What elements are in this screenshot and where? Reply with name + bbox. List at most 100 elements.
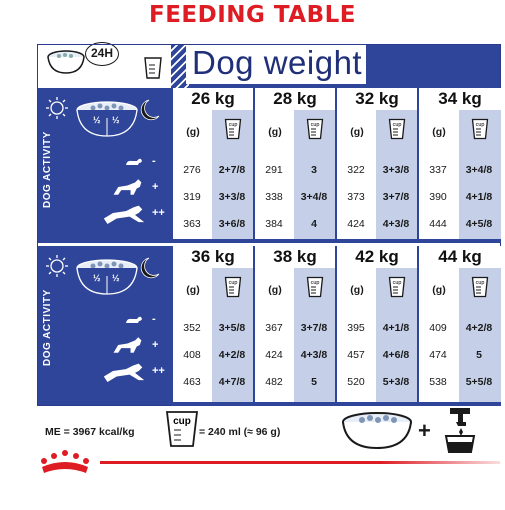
activity-level-0: - <box>152 155 156 167</box>
brand-line <box>100 461 500 464</box>
column-divider <box>335 246 337 406</box>
svg-text:cup: cup <box>229 280 238 286</box>
column-divider <box>335 88 337 243</box>
header-stripes <box>171 44 189 88</box>
cup-value: 3 <box>311 164 317 176</box>
weight-header: 26 kg <box>171 88 253 110</box>
grams-column <box>171 268 212 406</box>
cup-value: 2+7/8 <box>218 164 246 176</box>
24h-badge: 24H <box>85 42 119 66</box>
grams-value: 424 <box>265 349 283 361</box>
grams-value: 363 <box>183 218 201 230</box>
grams-value: 291 <box>265 164 283 176</box>
measuring-cup-icon <box>144 57 162 79</box>
svg-text:cup: cup <box>393 280 402 286</box>
food-bowl-icon <box>47 50 85 74</box>
svg-text:cup: cup <box>311 122 320 128</box>
food-bowl-icon <box>342 412 412 450</box>
plus-sign: + <box>418 418 431 443</box>
grams-unit: (g) <box>432 126 446 138</box>
column-divider <box>253 246 255 406</box>
grams-value: 384 <box>265 218 283 230</box>
cup-value: 4+7/8 <box>218 376 246 388</box>
activity-level-0: - <box>152 313 156 325</box>
half-label: ½ <box>93 115 101 125</box>
cup-value: 3+7/8 <box>382 191 410 203</box>
activity-level-2: ++ <box>152 207 165 219</box>
grams-column <box>417 110 459 243</box>
grams-value: 367 <box>265 322 283 334</box>
dog-silhouette-icon <box>103 205 145 224</box>
activity-level-2: ++ <box>152 365 165 377</box>
half-label: ½ <box>93 273 101 283</box>
cup-value: 5 <box>311 376 317 388</box>
cup-value: 4+2/8 <box>218 349 246 361</box>
header-label-box <box>186 44 366 84</box>
grams-value: 390 <box>429 191 447 203</box>
column-divider <box>417 246 419 406</box>
grams-value: 444 <box>429 218 447 230</box>
cup-value: 3+4/8 <box>300 191 328 203</box>
grams-unit: (g) <box>350 126 364 138</box>
svg-text:cup: cup <box>229 122 238 128</box>
measuring-cup-icon: cup <box>306 276 324 298</box>
measuring-cup-icon: cup <box>165 411 199 447</box>
grams-value: 538 <box>429 376 447 388</box>
cup-value: 5 <box>476 349 482 361</box>
cup-value: 3+7/8 <box>300 322 328 334</box>
cup-value: 3+4/8 <box>465 164 493 176</box>
svg-text:cup: cup <box>476 280 485 286</box>
cup-value: 4+3/8 <box>300 349 328 361</box>
measuring-cup-icon: cup <box>388 276 406 298</box>
dog-silhouette-icon <box>126 316 142 323</box>
measuring-cup-icon: cup <box>306 118 324 140</box>
grams-value: 424 <box>347 218 365 230</box>
cup-value: 5+5/8 <box>465 376 493 388</box>
cup-value: 4+1/8 <box>382 322 410 334</box>
dog-weight-label: Dog weight <box>192 44 363 81</box>
svg-text:cup: cup <box>393 122 402 128</box>
weight-header: 34 kg <box>417 88 501 110</box>
activity-level-1: + <box>152 339 159 351</box>
grams-value: 337 <box>429 164 447 176</box>
dog-silhouette-icon <box>126 158 142 165</box>
weight-header: 32 kg <box>335 88 417 110</box>
grams-value: 352 <box>183 322 201 334</box>
cup-value: 3+6/8 <box>218 218 246 230</box>
water-tap-icon <box>444 408 476 453</box>
activity-level-1: + <box>152 181 159 193</box>
measuring-cup-icon: cup <box>471 118 489 140</box>
block-bottom-border <box>171 239 501 243</box>
measuring-cup-icon: cup <box>471 276 489 298</box>
grams-unit: (g) <box>432 284 446 296</box>
svg-text:cup: cup <box>476 122 485 128</box>
grams-unit: (g) <box>350 284 364 296</box>
grams-value: 319 <box>183 191 201 203</box>
dog-silhouette-icon <box>113 179 142 195</box>
cup-value: 4+1/8 <box>465 191 493 203</box>
half-label: ½ <box>112 115 120 125</box>
dog-silhouette-icon <box>113 337 142 353</box>
cup-value: 4+5/8 <box>465 218 493 230</box>
grams-value: 482 <box>265 376 283 388</box>
cup-value: 3+3/8 <box>382 164 410 176</box>
grams-value: 322 <box>347 164 365 176</box>
cup-value: 4+6/8 <box>382 349 410 361</box>
grams-column <box>417 268 459 406</box>
cup-value: 3+3/8 <box>218 191 246 203</box>
dog-activity-label: DOG ACTIVITY <box>42 289 53 366</box>
cup-value: 3+5/8 <box>218 322 246 334</box>
grams-value: 463 <box>183 376 201 388</box>
grams-value: 474 <box>429 349 447 361</box>
grams-value: 373 <box>347 191 365 203</box>
cup-value: 5+3/8 <box>382 376 410 388</box>
grams-value: 395 <box>347 322 365 334</box>
column-divider <box>417 88 419 243</box>
column-divider <box>171 246 173 406</box>
half-portion-bowl-icon <box>46 255 160 295</box>
svg-text:cup: cup <box>311 280 320 286</box>
half-label: ½ <box>112 273 120 283</box>
metabolizable-energy: ME = 3967 kcal/kg <box>45 426 135 438</box>
dog-activity-label: DOG ACTIVITY <box>42 131 53 208</box>
grams-value: 338 <box>265 191 283 203</box>
